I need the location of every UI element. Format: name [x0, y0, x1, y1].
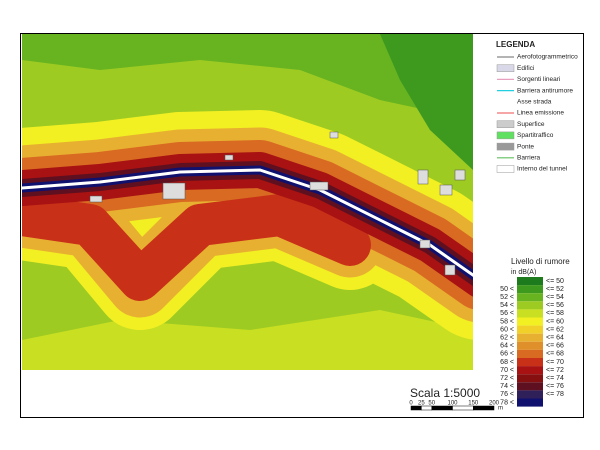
scale-swatch — [517, 293, 543, 302]
scale-to-label: <= 70 — [546, 359, 564, 366]
scale-to-label: <= 72 — [546, 367, 564, 374]
scale-swatch — [517, 358, 543, 367]
scale-swatch — [517, 349, 543, 358]
scale-to-label: <= 60 — [546, 318, 564, 325]
scale-bar-segment — [421, 405, 432, 411]
scale-bar-tick-label: 100 — [447, 401, 458, 407]
legend-symbol — [496, 165, 515, 173]
buildings — [89, 131, 466, 276]
scale-swatch — [517, 309, 543, 318]
legend-symbol — [496, 64, 515, 72]
scale-bar-tick-label: 0 — [409, 401, 413, 407]
scale-swatch — [517, 277, 543, 286]
legend-item: Spartitraffico — [517, 132, 554, 139]
scale-bar-title: Scala 1:5000 — [410, 386, 480, 400]
scale-from-label: 72 < — [500, 375, 514, 382]
scale-swatch — [517, 341, 543, 350]
scale-to-label: <= 64 — [546, 335, 564, 342]
scale-from-label: 74 < — [500, 383, 514, 390]
scale-to-label: <= 78 — [546, 391, 564, 398]
scale-to-label: <= 74 — [546, 375, 564, 382]
scale-swatch — [517, 366, 543, 375]
scale-from-label: 50 < — [500, 286, 514, 293]
scale-from-label: 52 < — [500, 294, 514, 301]
scale-bar-unit: m — [498, 406, 503, 412]
legend-item: Sorgenti lineari — [517, 76, 560, 83]
noise-map — [22, 34, 473, 370]
scale-from-label: 70 < — [500, 367, 514, 374]
scale-swatch — [517, 398, 543, 407]
scale-bar-segment — [410, 405, 422, 411]
scale-to-label: <= 66 — [546, 343, 564, 350]
scale-swatch — [517, 285, 543, 294]
scale-title: Livello di rumore — [511, 257, 570, 266]
zone — [22, 34, 473, 120]
scale-from-label: 66 < — [500, 351, 514, 358]
legend-item: Barriera antirumore — [517, 87, 573, 94]
legend-symbol — [496, 142, 515, 151]
scale-bar-tick-label: 50 — [428, 401, 435, 407]
scale-from-label: 64 < — [500, 343, 514, 350]
legend-item: Linea emissione — [517, 110, 564, 117]
legend-title: LEGENDA — [496, 40, 535, 49]
zone — [380, 34, 473, 170]
scale-bar-tick-label: 25 — [418, 401, 425, 407]
scale-bar-segment — [473, 405, 495, 411]
scale-to-label: <= 54 — [546, 294, 564, 301]
legend-item: Aerofotogrammetrico — [517, 54, 578, 61]
scale-to-label: <= 56 — [546, 302, 564, 309]
scale-swatch — [517, 301, 543, 310]
scale-to-label: <= 58 — [546, 310, 564, 317]
scale-to-label: <= 68 — [546, 351, 564, 358]
legend-item: Superfice — [517, 121, 545, 128]
legend-symbol — [496, 131, 515, 140]
scale-from-label: 56 < — [500, 310, 514, 317]
scale-swatch — [517, 317, 543, 326]
scale-from-label: 68 < — [500, 359, 514, 366]
scale-swatch — [517, 325, 543, 334]
scale-swatch — [517, 390, 543, 399]
legend-symbol — [496, 120, 515, 128]
scale-swatch — [517, 333, 543, 342]
scale-from-label: 62 < — [500, 335, 514, 342]
legend-item: Edifici — [517, 65, 534, 72]
scale-from-label: 54 < — [500, 302, 514, 309]
scale-swatch — [517, 382, 543, 391]
scale-from-label: 78 < — [500, 399, 514, 406]
scale-from-label: 58 < — [500, 318, 514, 325]
scale-bar-segment — [431, 405, 453, 411]
scale-to-label: <= 76 — [546, 383, 564, 390]
scale-from-label: 76 < — [500, 391, 514, 398]
scale-swatch — [517, 374, 543, 383]
scale-to-label: <= 50 — [546, 278, 564, 285]
scale-to-label: <= 52 — [546, 286, 564, 293]
scale-bar-segment — [452, 405, 474, 411]
scale-from-label: 60 < — [500, 326, 514, 333]
scale-bar-tick-label: 200 — [489, 401, 500, 407]
scale-unit: in dB(A) — [511, 269, 536, 276]
scale-to-label: <= 62 — [546, 326, 564, 333]
legend-item: Barriera — [517, 155, 541, 162]
legend-item: Ponte — [517, 143, 534, 150]
scale-bar-tick-label: 150 — [468, 401, 479, 407]
legend-item: Asse strada — [517, 99, 552, 106]
legend-item: Interno del tunnel — [517, 166, 568, 173]
